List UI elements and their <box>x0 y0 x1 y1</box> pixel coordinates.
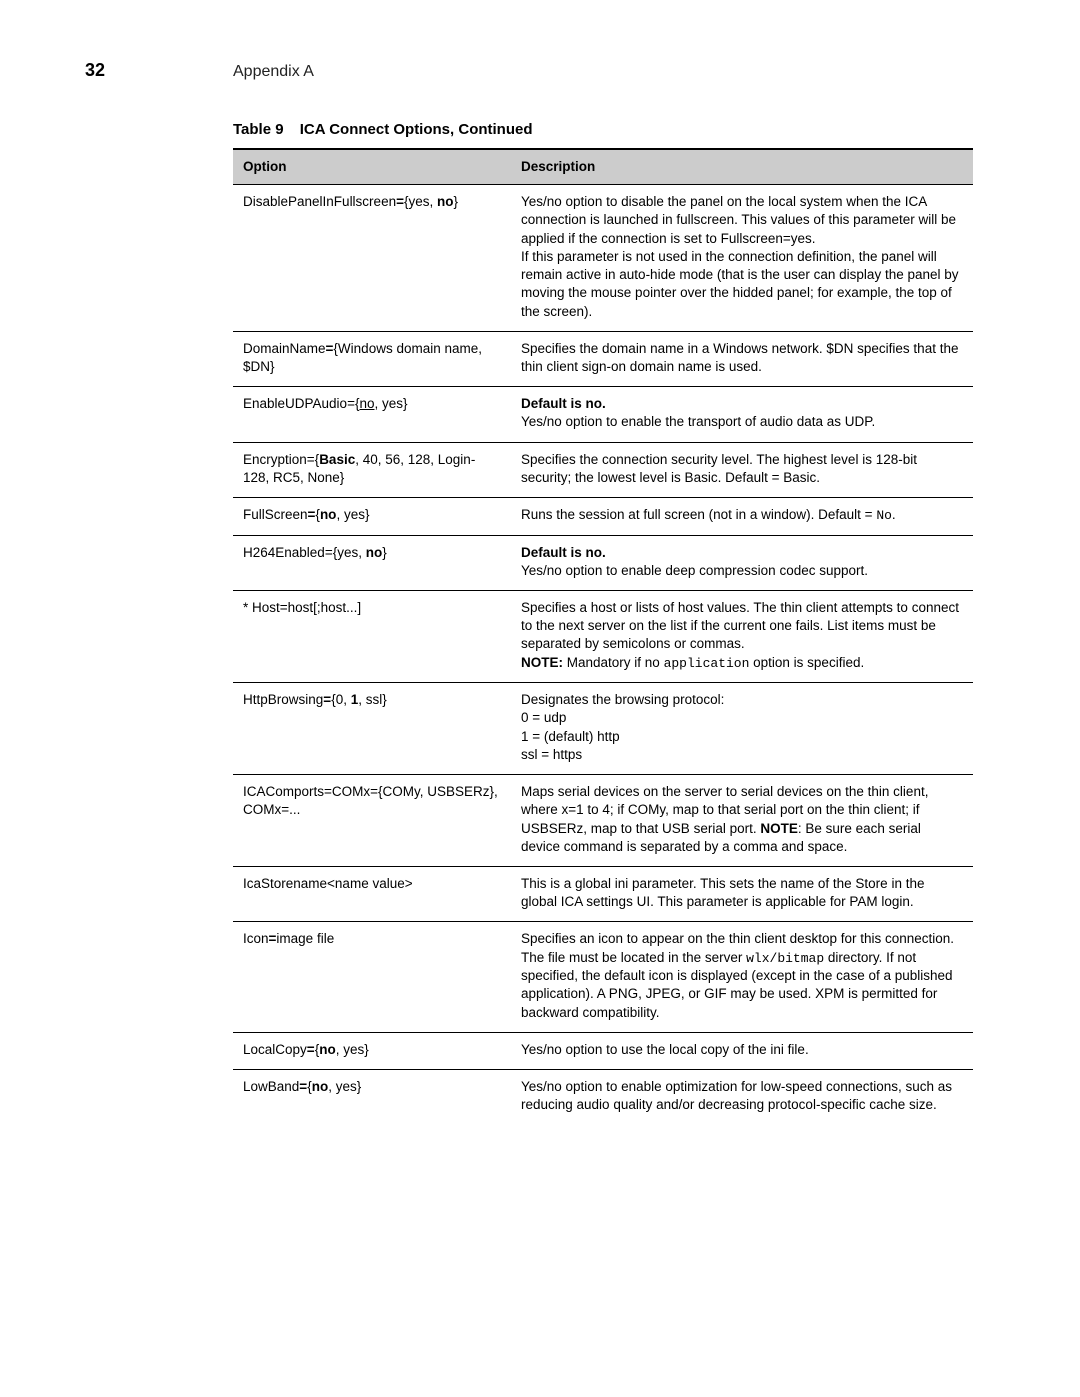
table-title: Table 9 ICA Connect Options, Continued <box>233 121 980 138</box>
option-cell: * Host=host[;host...] <box>233 591 511 683</box>
table-row: HttpBrowsing={0, 1, ssl}Designates the b… <box>233 683 973 775</box>
option-cell: DisablePanelInFullscreen={yes, no} <box>233 185 511 332</box>
page-header: 32 Appendix A <box>85 60 980 81</box>
table-row: Icon=image fileSpecifies an icon to appe… <box>233 922 973 1032</box>
description-cell: This is a global ini parameter. This set… <box>511 867 973 922</box>
description-cell: Specifies the domain name in a Windows n… <box>511 331 973 386</box>
description-cell: Yes/no option to disable the panel on th… <box>511 185 973 332</box>
description-cell: Specifies an icon to appear on the thin … <box>511 922 973 1032</box>
description-cell: Maps serial devices on the server to ser… <box>511 775 973 867</box>
table-row: IcaStorename<name value>This is a global… <box>233 867 973 922</box>
description-cell: Default is no.Yes/no option to enable de… <box>511 535 973 590</box>
description-cell: Specifies a host or lists of host values… <box>511 591 973 683</box>
table-row: Encryption={Basic, 40, 56, 128, Login-12… <box>233 442 973 497</box>
option-cell: EnableUDPAudio={no, yes} <box>233 387 511 442</box>
description-cell: Yes/no option to use the local copy of t… <box>511 1032 973 1069</box>
table-row: * Host=host[;host...]Specifies a host or… <box>233 591 973 683</box>
table-row: LowBand={no, yes}Yes/no option to enable… <box>233 1070 973 1125</box>
table-row: DisablePanelInFullscreen={yes, no}Yes/no… <box>233 185 973 332</box>
options-table: Option Description DisablePanelInFullscr… <box>233 148 973 1125</box>
table-row: DomainName={Windows domain name, $DN}Spe… <box>233 331 973 386</box>
option-cell: HttpBrowsing={0, 1, ssl} <box>233 683 511 775</box>
table-title-text: ICA Connect Options, Continued <box>300 121 533 138</box>
description-cell: Yes/no option to enable optimization for… <box>511 1070 973 1125</box>
table-row: EnableUDPAudio={no, yes}Default is no.Ye… <box>233 387 973 442</box>
table-number: Table 9 <box>233 121 284 138</box>
description-cell: Designates the browsing protocol:0 = udp… <box>511 683 973 775</box>
description-cell: Runs the session at full screen (not in … <box>511 498 973 536</box>
table-row: LocalCopy={no, yes}Yes/no option to use … <box>233 1032 973 1069</box>
option-cell: IcaStorename<name value> <box>233 867 511 922</box>
option-cell: Icon=image file <box>233 922 511 1032</box>
page-number: 32 <box>85 60 233 81</box>
description-cell: Specifies the connection security level.… <box>511 442 973 497</box>
option-cell: FullScreen={no, yes} <box>233 498 511 536</box>
option-cell: LowBand={no, yes} <box>233 1070 511 1125</box>
option-cell: Encryption={Basic, 40, 56, 128, Login-12… <box>233 442 511 497</box>
col-option: Option <box>233 149 511 185</box>
col-description: Description <box>511 149 973 185</box>
option-cell: ICAComports=COMx={COMy, USBSERz}, COMx=.… <box>233 775 511 867</box>
option-cell: LocalCopy={no, yes} <box>233 1032 511 1069</box>
option-cell: DomainName={Windows domain name, $DN} <box>233 331 511 386</box>
option-cell: H264Enabled={yes, no} <box>233 535 511 590</box>
section-label: Appendix A <box>233 63 314 81</box>
table-row: H264Enabled={yes, no}Default is no.Yes/n… <box>233 535 973 590</box>
table-row: ICAComports=COMx={COMy, USBSERz}, COMx=.… <box>233 775 973 867</box>
description-cell: Default is no.Yes/no option to enable th… <box>511 387 973 442</box>
table-row: FullScreen={no, yes}Runs the session at … <box>233 498 973 536</box>
